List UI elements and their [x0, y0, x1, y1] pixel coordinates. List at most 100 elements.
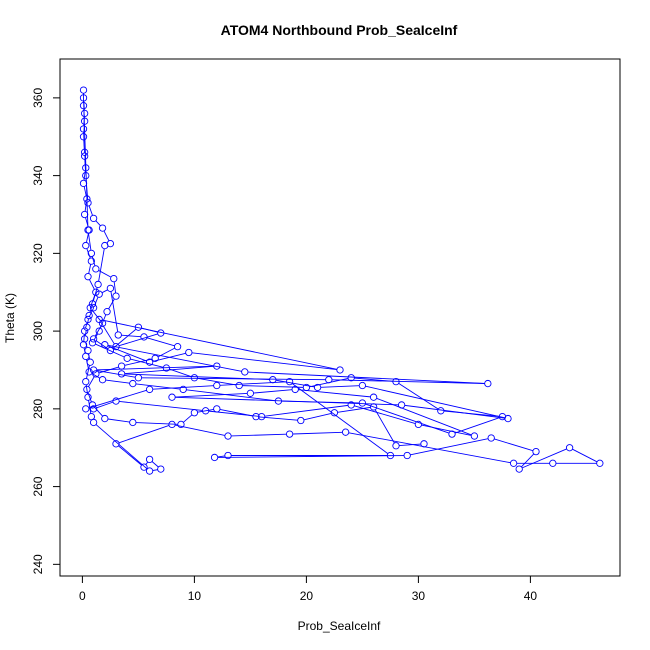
- data-point: [95, 315, 103, 324]
- series-segment: [337, 406, 371, 413]
- data-point: [79, 341, 88, 349]
- series-segment: [454, 417, 500, 434]
- data-point: [84, 199, 92, 207]
- data-point: [86, 304, 94, 312]
- series-segment: [376, 397, 472, 436]
- data-point: [162, 364, 171, 372]
- data-point: [106, 239, 115, 248]
- series-segment: [183, 414, 193, 423]
- data-point: [145, 455, 154, 464]
- data-point: [313, 383, 322, 392]
- data-point: [145, 385, 154, 394]
- series-segment: [157, 347, 175, 358]
- data-point: [168, 393, 176, 401]
- data-point: [98, 224, 107, 232]
- series-segment: [89, 279, 95, 290]
- data-point: [80, 148, 89, 156]
- series-segment: [152, 385, 214, 390]
- data-point: [123, 354, 131, 362]
- series-segment: [96, 401, 114, 409]
- data-point: [79, 94, 88, 102]
- series-segment: [98, 366, 119, 374]
- data-point: [79, 101, 88, 110]
- series-segment: [219, 409, 253, 417]
- data-point: [112, 440, 120, 448]
- series-segment: [124, 358, 153, 366]
- data-point: [82, 405, 90, 413]
- data-point: [89, 405, 98, 413]
- data-point: [87, 412, 96, 421]
- series-segment: [231, 433, 287, 437]
- series-segment: [398, 383, 439, 410]
- data-point: [565, 444, 574, 452]
- data-point: [386, 451, 395, 460]
- series-segment: [186, 389, 276, 402]
- y-tick-label: 240: [31, 554, 45, 574]
- x-tick-label: 40: [524, 589, 538, 603]
- data-point: [92, 370, 100, 378]
- data-point: [392, 377, 400, 386]
- series-segment: [85, 322, 88, 329]
- data-point: [302, 383, 311, 392]
- data-point: [470, 432, 479, 440]
- series-segment: [107, 344, 242, 372]
- x-axis-label: Prob_SeaIceInf: [298, 619, 381, 633]
- data-point: [87, 257, 96, 265]
- data-point: [210, 453, 219, 462]
- data-point: [392, 442, 400, 450]
- data-point: [509, 459, 518, 467]
- data-point: [85, 368, 93, 376]
- series-segment: [88, 376, 95, 387]
- data-point: [157, 465, 165, 473]
- data-point: [291, 385, 299, 394]
- series-segment: [86, 365, 90, 379]
- data-point: [190, 374, 199, 382]
- data-point: [487, 434, 495, 442]
- series-segment: [292, 431, 343, 435]
- data-point: [515, 465, 523, 473]
- y-tick-label: 280: [31, 399, 45, 419]
- series-segment: [84, 202, 87, 212]
- data-point: [80, 152, 89, 160]
- data-point: [79, 86, 88, 94]
- series-segment: [103, 230, 110, 241]
- series-segment: [354, 405, 416, 424]
- data-point: [79, 125, 88, 133]
- data-point: [179, 385, 187, 394]
- series-segment: [118, 445, 142, 466]
- y-tick-label: 340: [31, 165, 45, 185]
- data-point: [84, 273, 92, 281]
- data-point: [83, 385, 91, 394]
- data-point: [89, 214, 98, 223]
- series-segment: [331, 379, 485, 384]
- data-point: [110, 274, 118, 283]
- data-point: [79, 133, 88, 141]
- data-point: [498, 412, 507, 421]
- data-point: [80, 327, 89, 335]
- data-point: [145, 467, 154, 475]
- data-point: [257, 412, 266, 421]
- data-point: [177, 420, 185, 429]
- series-segment: [217, 455, 225, 458]
- x-tick-label: 30: [412, 589, 426, 603]
- data-point: [129, 379, 137, 388]
- series-points: [79, 86, 604, 475]
- data-point: [224, 451, 232, 460]
- series-segment: [348, 432, 511, 464]
- data-point: [83, 323, 91, 331]
- data-point: [224, 432, 232, 440]
- data-point: [89, 335, 98, 343]
- data-point: [89, 304, 98, 312]
- data-point: [84, 393, 92, 401]
- series-segment: [320, 385, 360, 388]
- series-segment: [101, 289, 108, 294]
- series-segment: [169, 368, 192, 378]
- data-point: [87, 249, 96, 258]
- data-point: [82, 164, 90, 172]
- series-segment: [253, 389, 293, 394]
- data-point: [117, 362, 126, 370]
- series-segment: [112, 328, 137, 349]
- series-segment: [113, 281, 117, 294]
- series-segment: [365, 385, 505, 419]
- data-point: [140, 333, 148, 341]
